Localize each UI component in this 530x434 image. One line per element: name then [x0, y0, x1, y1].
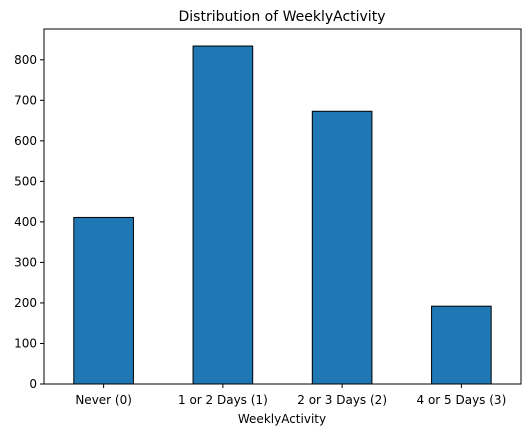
- y-tick-label: 200: [14, 296, 37, 310]
- y-tick-label: 500: [14, 174, 37, 188]
- plot-area: [74, 46, 491, 384]
- y-tick-label: 400: [14, 215, 37, 229]
- x-tick-label: 1 or 2 Days (1): [178, 393, 268, 407]
- y-axis: 0 100 200 300 400 500 600 700 800: [14, 53, 44, 391]
- y-tick-label: 300: [14, 255, 37, 269]
- chart-title: Distribution of WeeklyActivity: [179, 9, 386, 25]
- x-axis: Never (0) 1 or 2 Days (1) 2 or 3 Days (2) 4…: [75, 384, 506, 407]
- x-tick-label: Never (0): [75, 393, 132, 407]
- x-tick-label: 4 or 5 Days (3): [417, 393, 507, 407]
- y-tick-label: 700: [14, 93, 37, 107]
- y-tick-label: 600: [14, 134, 37, 148]
- x-tick-label: 2 or 3 Days (2): [297, 393, 387, 407]
- bar-2: [312, 111, 372, 384]
- bar-3: [432, 306, 492, 384]
- y-tick-label: 0: [29, 377, 37, 391]
- x-axis-title: WeeklyActivity: [238, 412, 326, 426]
- y-tick-label: 800: [14, 53, 37, 67]
- y-tick-label: 100: [14, 336, 37, 350]
- bar-0: [74, 217, 134, 384]
- bar-1: [193, 46, 253, 384]
